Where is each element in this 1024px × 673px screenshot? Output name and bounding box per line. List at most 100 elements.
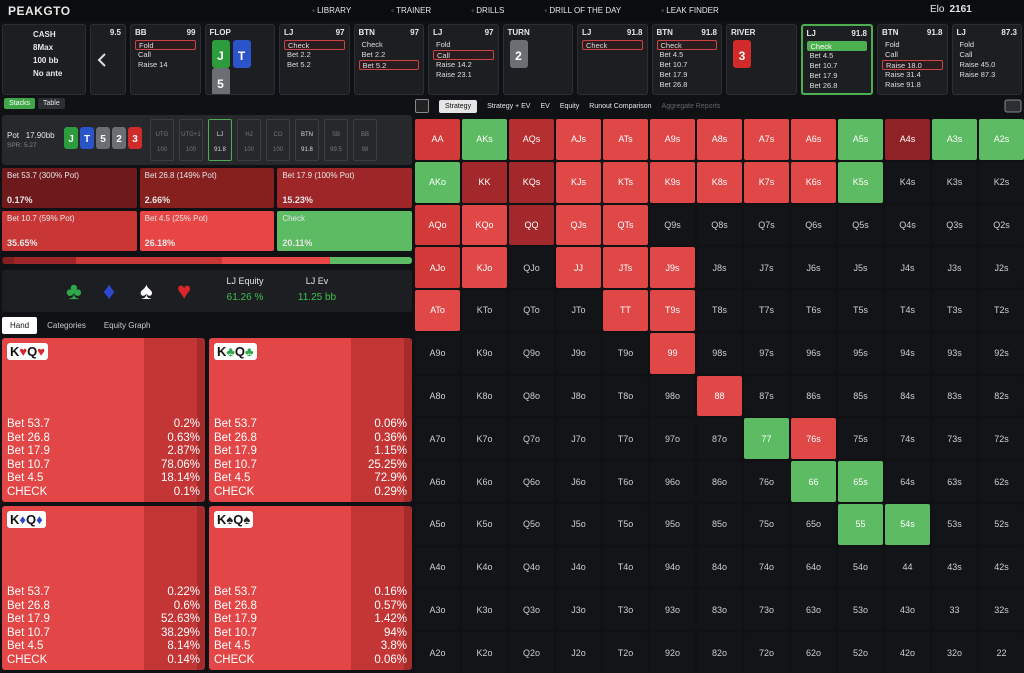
hand-cell[interactable]: K7s — [744, 161, 789, 203]
hand-cell[interactable]: T3s — [932, 290, 977, 331]
hand-cell[interactable]: T5s — [838, 290, 883, 331]
hand-cell[interactable]: A7s — [744, 119, 789, 160]
hand-cell[interactable]: Q8o — [509, 375, 554, 417]
action-option[interactable]: Check — [284, 40, 345, 50]
hand-cell[interactable]: 62s — [979, 461, 1024, 502]
hand-cell[interactable]: 74s — [885, 418, 930, 460]
hand-cell[interactable]: Q4o — [509, 546, 554, 588]
street-column[interactable]: TURN 2 — [502, 24, 573, 95]
hand-cell[interactable]: 94o — [650, 546, 695, 588]
hand-cell[interactable]: Q7s — [744, 204, 789, 246]
hand-cell[interactable]: T9o — [603, 332, 648, 374]
hand-cell[interactable]: 75o — [744, 503, 789, 545]
hand-cell[interactable]: 76s — [791, 418, 836, 460]
hand-cell[interactable]: K2s — [979, 161, 1024, 203]
hand-cell[interactable]: Q3s — [932, 204, 977, 246]
hand-cell[interactable]: 85o — [697, 503, 742, 545]
action-column[interactable]: LJ 91.8 Check — [577, 24, 648, 95]
hand-cell[interactable]: A9s — [650, 119, 695, 160]
hand-cell[interactable]: 76o — [744, 461, 789, 502]
hand-cell[interactable]: 66 — [791, 461, 836, 502]
hand-cell[interactable]: 77 — [744, 418, 789, 460]
hand-cell[interactable]: 74o — [744, 546, 789, 588]
hand-cell[interactable]: KQs — [509, 161, 554, 203]
hand-cell[interactable]: 86o — [697, 461, 742, 502]
back-arrow[interactable] — [97, 53, 107, 67]
hand-cell[interactable]: T8o — [603, 375, 648, 417]
hand-cell[interactable]: A3s — [932, 119, 977, 160]
hand-cell[interactable]: 53s — [932, 503, 977, 545]
hand-cell[interactable]: A2o — [415, 632, 460, 673]
action-option[interactable]: Bet 5.2 — [287, 60, 311, 69]
seat[interactable]: SB 99.5 — [324, 119, 348, 161]
hand-cell[interactable]: A4o — [415, 546, 460, 588]
hand-cell[interactable]: T7s — [744, 290, 789, 331]
tab[interactable]: Hand — [2, 317, 38, 334]
action-option[interactable]: Call — [959, 50, 973, 59]
hand-cell[interactable]: 65o — [791, 503, 836, 545]
hand-cell[interactable]: 54s — [885, 503, 930, 545]
hand-cell[interactable]: 43o — [885, 589, 930, 631]
hand-cell[interactable]: 72s — [979, 418, 1024, 460]
hand-cell[interactable]: AQo — [415, 204, 460, 246]
street-column[interactable]: FLOP J T5 — [204, 24, 275, 95]
hand-cell[interactable]: J6s — [791, 247, 836, 289]
action-option[interactable]: Raise 91.8 — [885, 80, 921, 89]
hand-cell[interactable]: 52s — [979, 503, 1024, 545]
nav-item[interactable]: TRAINER — [391, 6, 431, 15]
hand-cell[interactable]: J3s — [932, 247, 977, 289]
hand-cell[interactable]: J8s — [697, 247, 742, 289]
hand-cell[interactable]: Q2o — [509, 632, 554, 673]
hand-cell[interactable]: 83o — [697, 589, 742, 631]
hand-cell[interactable]: 93o — [650, 589, 695, 631]
hand-cell[interactable]: Q8s — [697, 204, 742, 246]
hand-cell[interactable]: Q5o — [509, 503, 554, 545]
hand-cell[interactable]: A9o — [415, 332, 460, 374]
prev-column[interactable]: 9.5 — [90, 24, 126, 95]
hand-cell[interactable]: 83s — [932, 375, 977, 417]
hand-cell[interactable]: J7s — [744, 247, 789, 289]
hand-card[interactable]: K♠Q♠ Bet 53.7 0.16% Bet 26.8 0.57% Bet 17.9 1.… — [209, 506, 412, 670]
tab[interactable]: Stacks — [4, 98, 36, 109]
hand-cell[interactable]: 42s — [979, 546, 1024, 588]
hand-cell[interactable]: Q9s — [650, 204, 695, 246]
hand-cell[interactable]: 64s — [885, 461, 930, 502]
action-option[interactable]: Call — [138, 50, 151, 59]
hand-cell[interactable]: JTo — [556, 290, 601, 331]
hand-cell[interactable]: 88 — [697, 375, 742, 417]
hand-cell[interactable]: AA — [415, 119, 460, 160]
hand-cell[interactable]: K3s — [932, 161, 977, 203]
hand-cell[interactable]: J5s — [838, 247, 883, 289]
hand-cell[interactable]: K7o — [462, 418, 507, 460]
hand-cell[interactable]: J4o — [556, 546, 601, 588]
hand-cell[interactable]: T3o — [603, 589, 648, 631]
hand-card[interactable]: K♦Q♦ Bet 53.7 0.22% Bet 26.8 0.6% Bet 17.9 52.… — [2, 506, 205, 670]
hand-cell[interactable]: AJo — [415, 247, 460, 289]
action-option[interactable]: Bet 17.9 — [809, 71, 838, 80]
hand-cell[interactable]: J2s — [979, 247, 1024, 289]
logo[interactable]: PEAKGTO — [8, 4, 71, 18]
hand-cell[interactable]: Q5s — [838, 204, 883, 246]
hand-cell[interactable]: 73s — [932, 418, 977, 460]
hand-cell[interactable]: JJ — [556, 247, 601, 289]
view-toggle[interactable] — [415, 99, 429, 113]
hand-cell[interactable]: A5o — [415, 503, 460, 545]
action-option[interactable]: Check — [656, 40, 717, 50]
action-option[interactable]: Fold — [135, 40, 196, 50]
hand-cell[interactable]: T6s — [791, 290, 836, 331]
hand-cell[interactable]: 96s — [791, 332, 836, 374]
hand-cell[interactable]: 85s — [838, 375, 883, 417]
action-tile[interactable]: Bet 4.5 (25% Pot) 26.18% — [139, 211, 275, 251]
hand-cell[interactable]: KJo — [462, 247, 507, 289]
hand-cell[interactable]: 93s — [932, 332, 977, 374]
action-option[interactable]: Raise 87.3 — [959, 70, 996, 79]
hand-cell[interactable]: T2s — [979, 290, 1024, 331]
hand-cell[interactable]: Q9o — [509, 332, 554, 374]
hand-cell[interactable]: A7o — [415, 418, 460, 460]
hand-cell[interactable]: 73o — [744, 589, 789, 631]
action-column[interactable]: LJ 97 Check Bet 2.2 Bet 5.2 — [279, 24, 350, 95]
hand-cell[interactable]: K8o — [462, 375, 507, 417]
hand-cell[interactable]: J9s — [650, 247, 695, 289]
tab[interactable]: EV — [540, 102, 550, 110]
hand-cell[interactable]: 75s — [838, 418, 883, 460]
